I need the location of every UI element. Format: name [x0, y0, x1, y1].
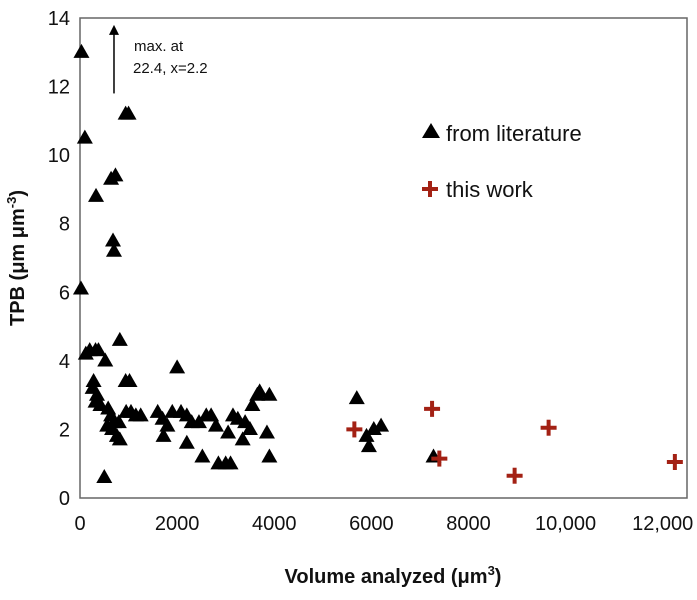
- data-point-this-work: [506, 467, 523, 484]
- legend: from literature this work: [422, 121, 582, 202]
- data-point-this-work: [424, 400, 441, 417]
- data-point-literature: [360, 438, 377, 453]
- y-axis-ticks: 0 2 4 6 8 10 12 14: [48, 8, 70, 510]
- x-tick-label: 6000: [349, 513, 394, 535]
- data-point-literature: [155, 427, 172, 442]
- data-point-literature: [111, 331, 128, 346]
- data-point-literature: [73, 43, 90, 58]
- data-point-literature: [72, 280, 89, 295]
- plot-frame: [79, 17, 688, 499]
- data-point-literature: [111, 431, 128, 446]
- data-point-literature: [222, 455, 239, 470]
- data-point-literature: [194, 448, 211, 463]
- y-tick-label: 0: [59, 488, 70, 510]
- annotation-line-2: 22.4, x=2.2: [133, 60, 208, 77]
- data-point-this-work: [666, 454, 683, 470]
- data-point-literature: [96, 469, 113, 484]
- data-point-literature: [251, 383, 268, 398]
- data-point-literature: [261, 448, 278, 463]
- y-axis-label: TPB (μm μm-3): [4, 190, 29, 326]
- data-point-literature: [105, 242, 122, 257]
- data-point-literature: [85, 373, 102, 388]
- data-point-literature: [207, 417, 224, 432]
- x-tick-label: 10,000: [535, 513, 596, 535]
- data-point-literature: [234, 431, 251, 446]
- legend-marker-from-literature: [422, 123, 440, 138]
- data-point-literature: [76, 129, 93, 144]
- data-point-literature: [132, 407, 149, 422]
- data-point-literature: [348, 390, 365, 405]
- data-point-literature: [120, 105, 137, 120]
- data-point-literature: [105, 232, 122, 247]
- data-point-literature: [88, 187, 105, 202]
- x-tick-label: 4000: [252, 513, 297, 535]
- legend-label-from-literature: from literature: [446, 121, 582, 146]
- annotation-line-1: max. at: [134, 38, 184, 55]
- data-point-this-work: [431, 450, 448, 467]
- x-tick-label: 2000: [155, 513, 200, 535]
- data-points: [72, 43, 683, 484]
- data-point-literature: [107, 167, 124, 182]
- x-tick-label: 0: [74, 513, 85, 535]
- y-tick-label: 2: [59, 419, 70, 441]
- annotation: max. at 22.4, x=2.2: [108, 24, 208, 94]
- data-point-literature: [110, 414, 127, 429]
- x-tick-label: 8000: [446, 513, 491, 535]
- data-point-literature: [244, 397, 261, 412]
- annotation-arrowhead: [108, 24, 119, 35]
- data-point-literature: [159, 417, 176, 432]
- data-point-literature: [169, 359, 186, 374]
- data-point-literature: [241, 421, 258, 436]
- data-point-literature: [261, 386, 278, 401]
- data-point-literature: [90, 342, 107, 357]
- data-point-this-work: [540, 419, 557, 436]
- y-tick-label: 10: [48, 145, 70, 167]
- x-axis-ticks: 0 2000 4000 6000 8000 10,000 12,000: [74, 513, 693, 535]
- data-point-literature: [220, 424, 237, 439]
- data-point-literature: [258, 424, 275, 439]
- data-point-this-work: [346, 421, 363, 438]
- legend-marker-this-work: [422, 181, 438, 197]
- y-tick-label: 8: [59, 214, 70, 236]
- data-point-literature: [88, 386, 105, 401]
- x-axis-label: Volume analyzed (μm3): [285, 563, 502, 588]
- data-point-literature: [203, 407, 220, 422]
- data-point-literature: [121, 373, 138, 388]
- y-tick-label: 6: [59, 282, 70, 304]
- y-tick-label: 12: [48, 77, 70, 99]
- y-tick-label: 14: [48, 8, 70, 30]
- data-point-literature: [178, 434, 195, 449]
- legend-label-this-work: this work: [446, 177, 534, 202]
- y-tick-label: 4: [59, 351, 70, 373]
- x-tick-label: 12,000: [632, 513, 693, 535]
- data-point-literature: [373, 417, 390, 432]
- data-point-literature: [97, 352, 114, 367]
